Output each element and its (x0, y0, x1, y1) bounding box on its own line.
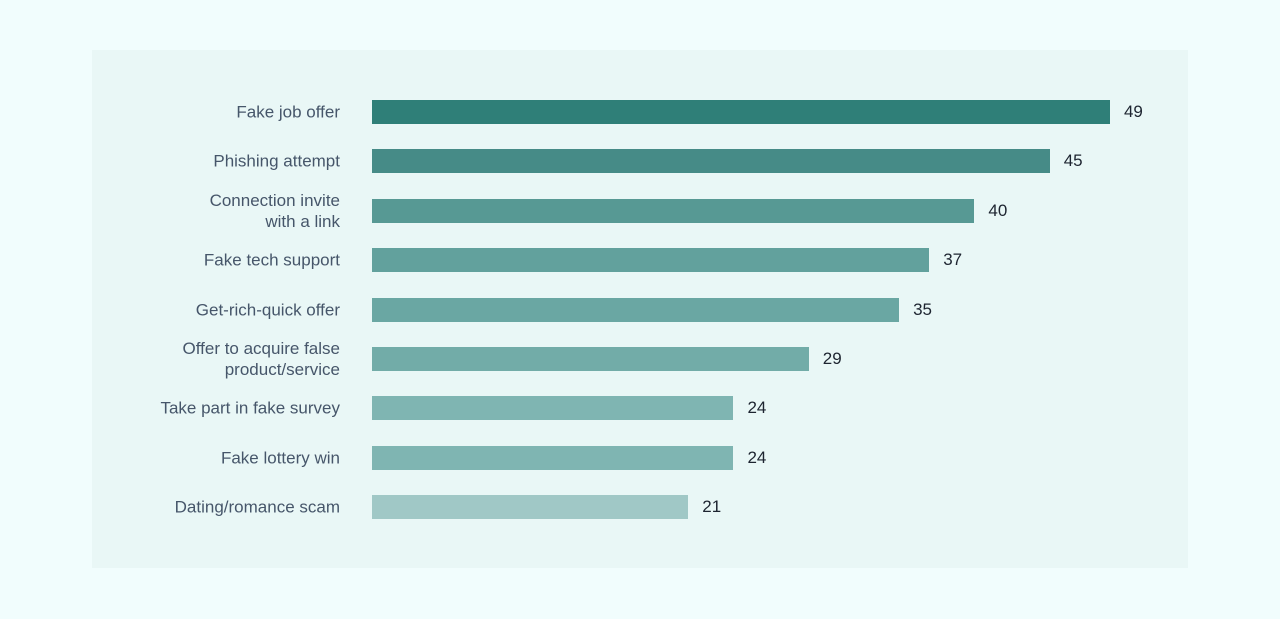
bar (372, 149, 1050, 174)
bar (372, 198, 975, 223)
bar (372, 396, 734, 421)
category-label: Take part in fake survey (160, 398, 340, 418)
value-label: 24 (747, 447, 767, 467)
bar (372, 495, 689, 520)
value-label: 29 (822, 349, 842, 368)
category-label: Dating/romance scam (174, 497, 340, 517)
bar (372, 347, 809, 371)
value-label: 40 (988, 200, 1008, 220)
value-label: 21 (702, 497, 722, 517)
value-label: 24 (747, 398, 767, 418)
value-label: 45 (1063, 151, 1083, 171)
category-label: Connection invite with a link (209, 190, 340, 231)
value-label: 37 (943, 250, 963, 270)
category-label: Phishing attempt (213, 151, 340, 171)
category-label: Get-rich-quick offer (195, 300, 340, 320)
category-label: Fake tech support (203, 250, 340, 270)
category-label: Fake lottery win (220, 448, 340, 468)
category-label: Offer to acquire false product/service (182, 339, 341, 379)
bar (372, 248, 930, 273)
category-label: Fake job offer (236, 102, 340, 122)
value-label: 35 (913, 299, 933, 319)
bar (372, 297, 900, 322)
value-label: 49 (1123, 102, 1143, 121)
bar (372, 445, 734, 470)
bar (372, 100, 1110, 124)
